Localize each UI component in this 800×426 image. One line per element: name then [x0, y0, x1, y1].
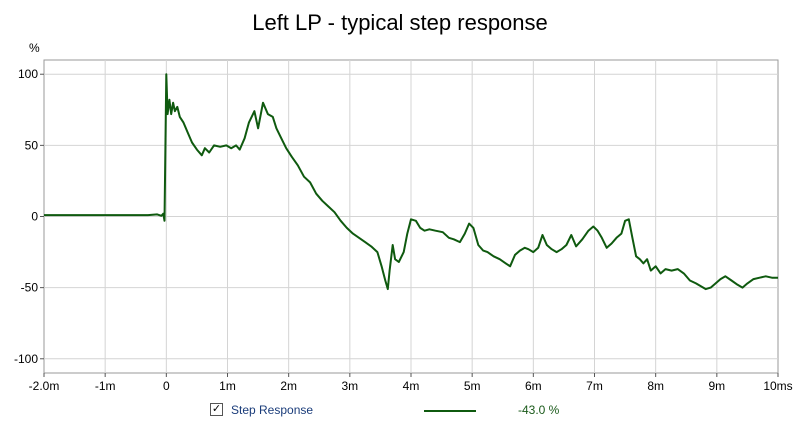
y-tick-label: 0	[31, 210, 38, 224]
x-tick-label: 6m	[525, 379, 542, 393]
step-response-checkbox[interactable]: ✓	[210, 403, 223, 416]
x-tick-label: 5m	[464, 379, 481, 393]
x-tick-label: 2m	[280, 379, 297, 393]
x-tick-label: -1m	[95, 379, 116, 393]
x-tick-label: 10ms	[763, 379, 792, 393]
y-tick-label: 100	[18, 67, 38, 81]
x-tick-label: 0	[163, 379, 170, 393]
y-axis-ticks: 100 50 0 -50 -100	[14, 67, 44, 366]
x-tick-label: 8m	[647, 379, 664, 393]
legend-cursor-value: -43.0 %	[518, 403, 560, 417]
legend-line-swatch	[424, 410, 476, 412]
x-tick-label: 4m	[403, 379, 420, 393]
x-tick-label: -2.0m	[29, 379, 60, 393]
x-axis-ticks: -2.0m -1m 0 1m 2m 3m 4m 5m 6m 7m 8m 9m 10ms	[29, 373, 793, 393]
y-tick-label: -50	[21, 281, 39, 295]
x-tick-label: 1m	[219, 379, 236, 393]
x-tick-label: 7m	[586, 379, 603, 393]
x-tick-label: 9m	[708, 379, 725, 393]
legend-series-label: Step Response	[231, 403, 314, 417]
y-tick-label: 50	[25, 138, 39, 152]
x-tick-label: 3m	[341, 379, 358, 393]
step-response-series-line	[44, 73, 778, 291]
y-tick-label: -100	[14, 352, 38, 366]
chart-title: Left LP - typical step response	[252, 10, 548, 35]
y-axis-unit-label: %	[29, 41, 40, 55]
legend: ✓ Step Response -43.0 %	[210, 402, 570, 420]
